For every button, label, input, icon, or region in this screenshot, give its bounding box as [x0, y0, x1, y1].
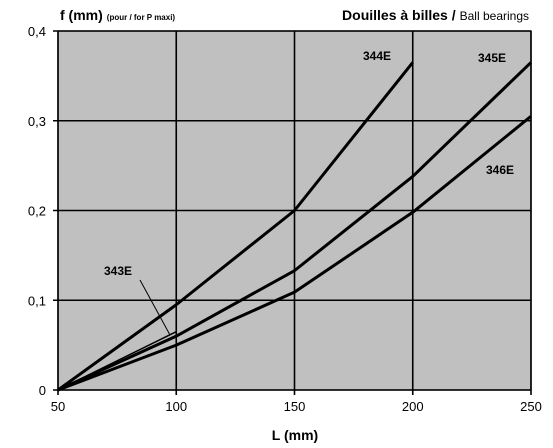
grid-lines [53, 30, 532, 395]
series-343e-leader [139, 279, 171, 336]
series-label-343e: 343E [104, 264, 132, 278]
series-line-344e [57, 61, 414, 392]
y-tick-label: 0,1 [28, 293, 46, 308]
x-tick-label: 200 [402, 399, 424, 414]
x-tick-label: 150 [284, 399, 306, 414]
y-tick-label: 0,2 [28, 204, 46, 219]
chart-title-bold: Douilles à billes / [342, 7, 456, 23]
series-label-346e: 346E [486, 163, 514, 177]
y-axis-title: f (mm) (pour / for P maxi) [60, 7, 175, 23]
chart-title-light: Ball bearings [460, 9, 529, 23]
series-label-345e: 345E [478, 51, 506, 65]
tick-labels: 50 100 150 200 250 0 0,1 0,2 0,3 0,4 [28, 24, 542, 414]
series-line-345e [57, 61, 533, 392]
series-label-344e: 344E [363, 49, 391, 63]
y-tick-label: 0,3 [28, 114, 46, 129]
x-tick-label: 100 [165, 399, 187, 414]
x-axis-title: L (mm) [272, 427, 318, 443]
x-tick-label: 250 [520, 399, 542, 414]
y-tick-label: 0 [39, 383, 46, 398]
chart-title: Douilles à billes / Ball bearings [342, 7, 529, 23]
series-lines [57, 61, 533, 392]
y-axis-note: (pour / for P maxi) [107, 13, 176, 22]
y-tick-label: 0,4 [28, 24, 46, 39]
x-tick-label: 50 [51, 399, 65, 414]
series-line-346e [57, 115, 532, 392]
y-axis-label: f (mm) [60, 7, 103, 23]
